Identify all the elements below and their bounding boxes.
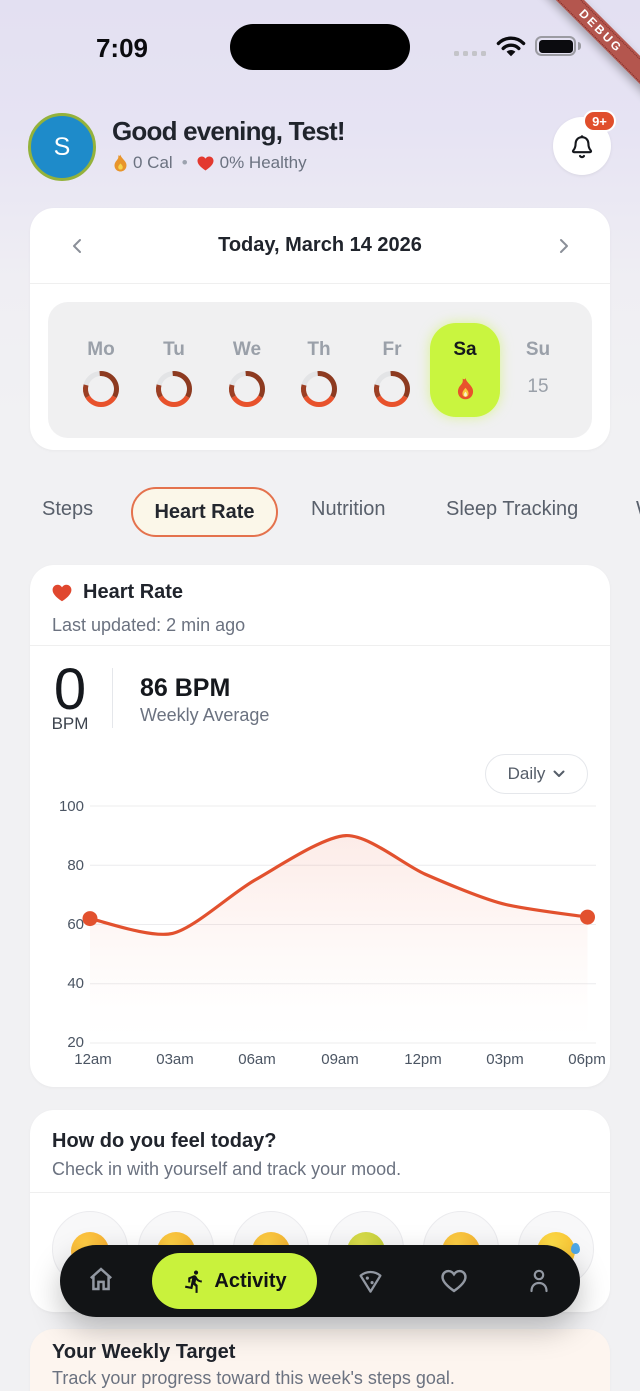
svg-text:03pm: 03pm [486,1051,524,1068]
svg-text:12am: 12am [74,1051,112,1068]
svg-text:100: 100 [60,798,84,815]
svg-text:03am: 03am [156,1051,194,1068]
svg-text:40: 40 [67,975,84,992]
svg-text:12pm: 12pm [404,1051,442,1068]
svg-text:80: 80 [67,857,84,874]
svg-text:20: 20 [67,1034,84,1051]
svg-text:06am: 06am [238,1051,276,1068]
svg-text:60: 60 [67,916,84,933]
svg-text:06pm: 06pm [568,1051,606,1068]
svg-text:09am: 09am [321,1051,359,1068]
